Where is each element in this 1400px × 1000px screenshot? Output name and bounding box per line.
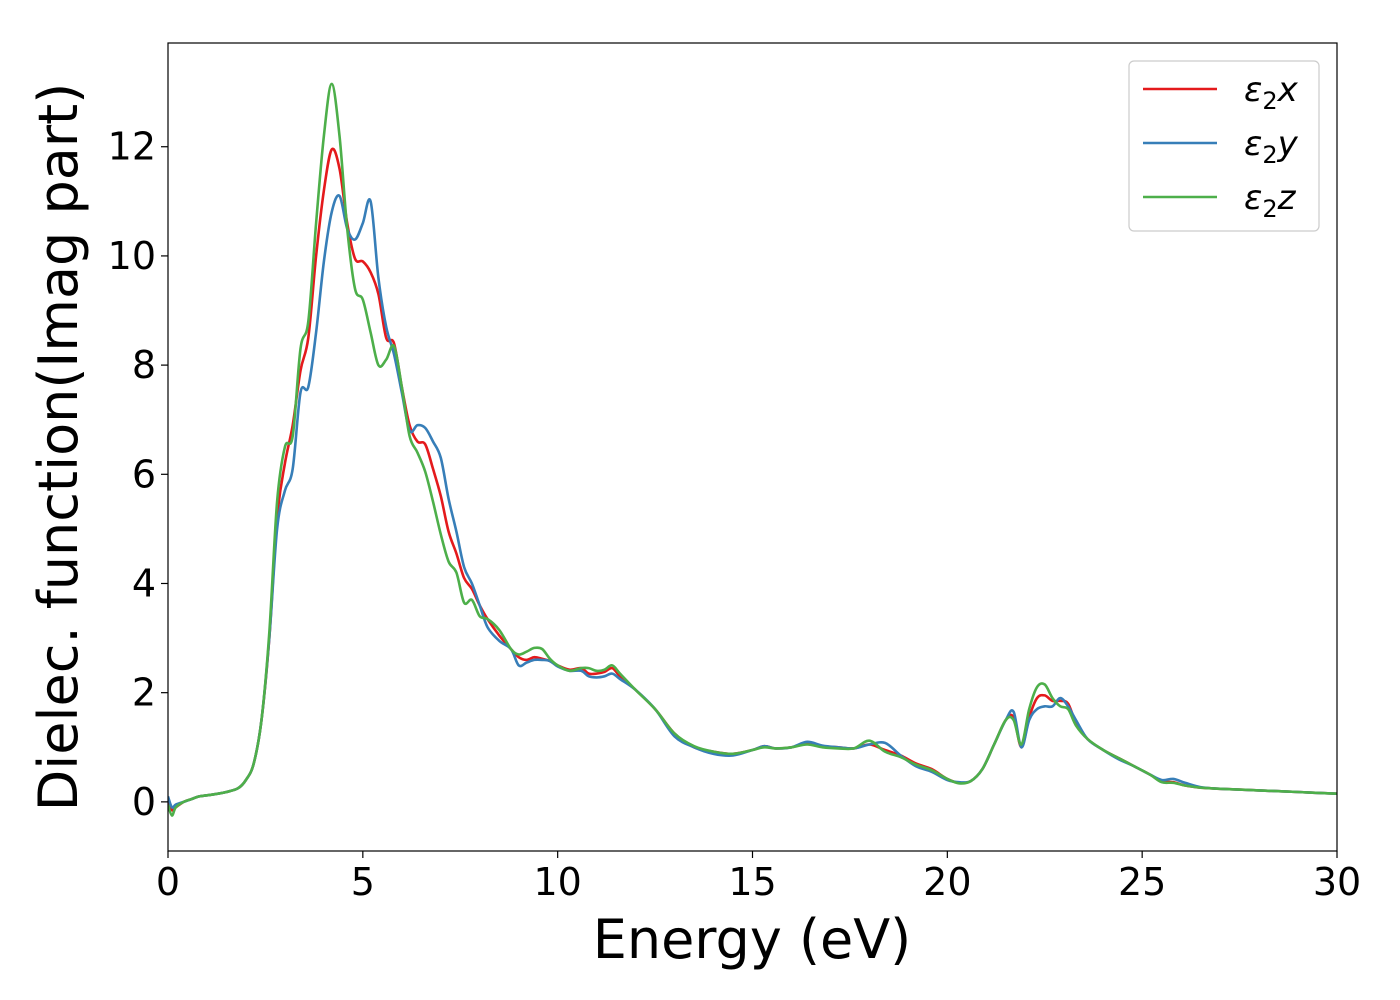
x-tick-label: 30 bbox=[1313, 860, 1361, 904]
series-line-2 bbox=[168, 82, 1337, 817]
y-tick-label: 0 bbox=[132, 780, 156, 824]
y-tick-label: 2 bbox=[132, 671, 156, 715]
y-axis: 0 2 4 6 8 10 12 bbox=[108, 125, 168, 824]
x-tick-label: 20 bbox=[923, 860, 971, 904]
y-tick-label: 8 bbox=[132, 343, 156, 387]
x-tick-label: 5 bbox=[351, 860, 375, 904]
y-tick-label: 12 bbox=[108, 125, 156, 169]
legend-label-0: ε2x bbox=[1244, 70, 1299, 115]
x-tick-label: 15 bbox=[728, 860, 776, 904]
y-tick-label: 10 bbox=[108, 234, 156, 278]
y-tick-label: 4 bbox=[132, 561, 156, 605]
series-line-1 bbox=[168, 194, 1337, 809]
legend-label-2: ε2z bbox=[1244, 178, 1297, 223]
x-tick-label: 0 bbox=[156, 860, 180, 904]
y-tick-label: 6 bbox=[132, 452, 156, 496]
legend-box bbox=[1128, 60, 1320, 232]
legend-label-1: ε2y bbox=[1244, 124, 1299, 169]
legend: ε2x ε2y ε2z bbox=[1128, 60, 1320, 232]
x-tick-label: 25 bbox=[1118, 860, 1166, 904]
x-tick-label: 10 bbox=[533, 860, 581, 904]
x-axis: 0 5 10 15 20 25 30 bbox=[156, 851, 1361, 904]
y-axis-title: Dielec. function(Imag part) bbox=[27, 83, 90, 812]
x-axis-title: Energy (eV) bbox=[593, 908, 912, 971]
series-layer bbox=[168, 82, 1337, 817]
